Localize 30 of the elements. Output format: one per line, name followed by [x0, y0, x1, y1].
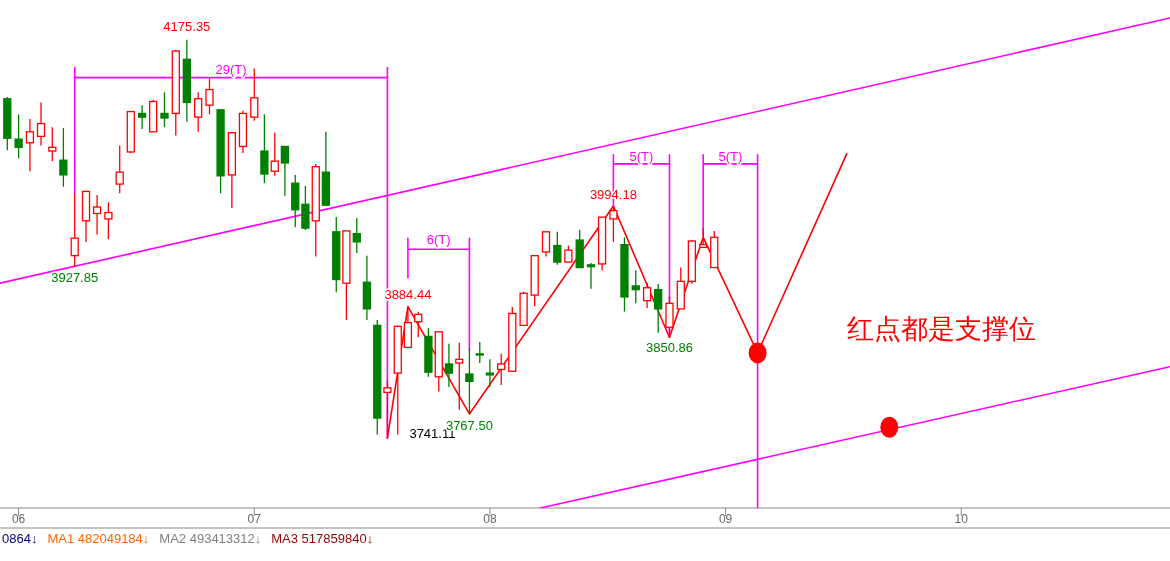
candlestick: [362, 255, 372, 321]
candlestick: [393, 325, 402, 436]
series-label: 6(T): [426, 232, 451, 248]
candlestick: [465, 347, 474, 415]
text: MA3 517859840↓: [271, 531, 374, 546]
candlestick: [485, 358, 495, 388]
candlestick: [182, 39, 192, 123]
text: MA1 482049184↓: [47, 531, 150, 546]
x-tick-label: 08: [483, 512, 497, 526]
series-label: 29(T): [215, 61, 247, 77]
annotation: 3927.85: [51, 269, 99, 285]
series-label: 5(T): [718, 148, 743, 164]
text: MA2 493413312↓: [159, 531, 262, 546]
x-tick-label: 07: [247, 512, 262, 526]
candlestick: [586, 262, 596, 290]
text: 0864↓: [2, 531, 38, 546]
candlestick: [444, 343, 454, 388]
candlestick: [642, 282, 652, 309]
candlestick: [137, 104, 147, 130]
candlestick: [36, 101, 46, 147]
candlestick: [238, 110, 248, 154]
candlestick: [25, 118, 35, 172]
annotation: 红点都是支撑位: [847, 312, 1037, 344]
candlestick: [92, 194, 102, 236]
x-tick-label: 06: [11, 512, 26, 526]
series-label: 5(T): [629, 148, 654, 164]
x-tick-label: 09: [718, 512, 733, 526]
annotation: 3850.86: [645, 340, 693, 356]
x-tick-label: 10: [954, 512, 969, 526]
annotation: 4175.35: [163, 18, 211, 34]
